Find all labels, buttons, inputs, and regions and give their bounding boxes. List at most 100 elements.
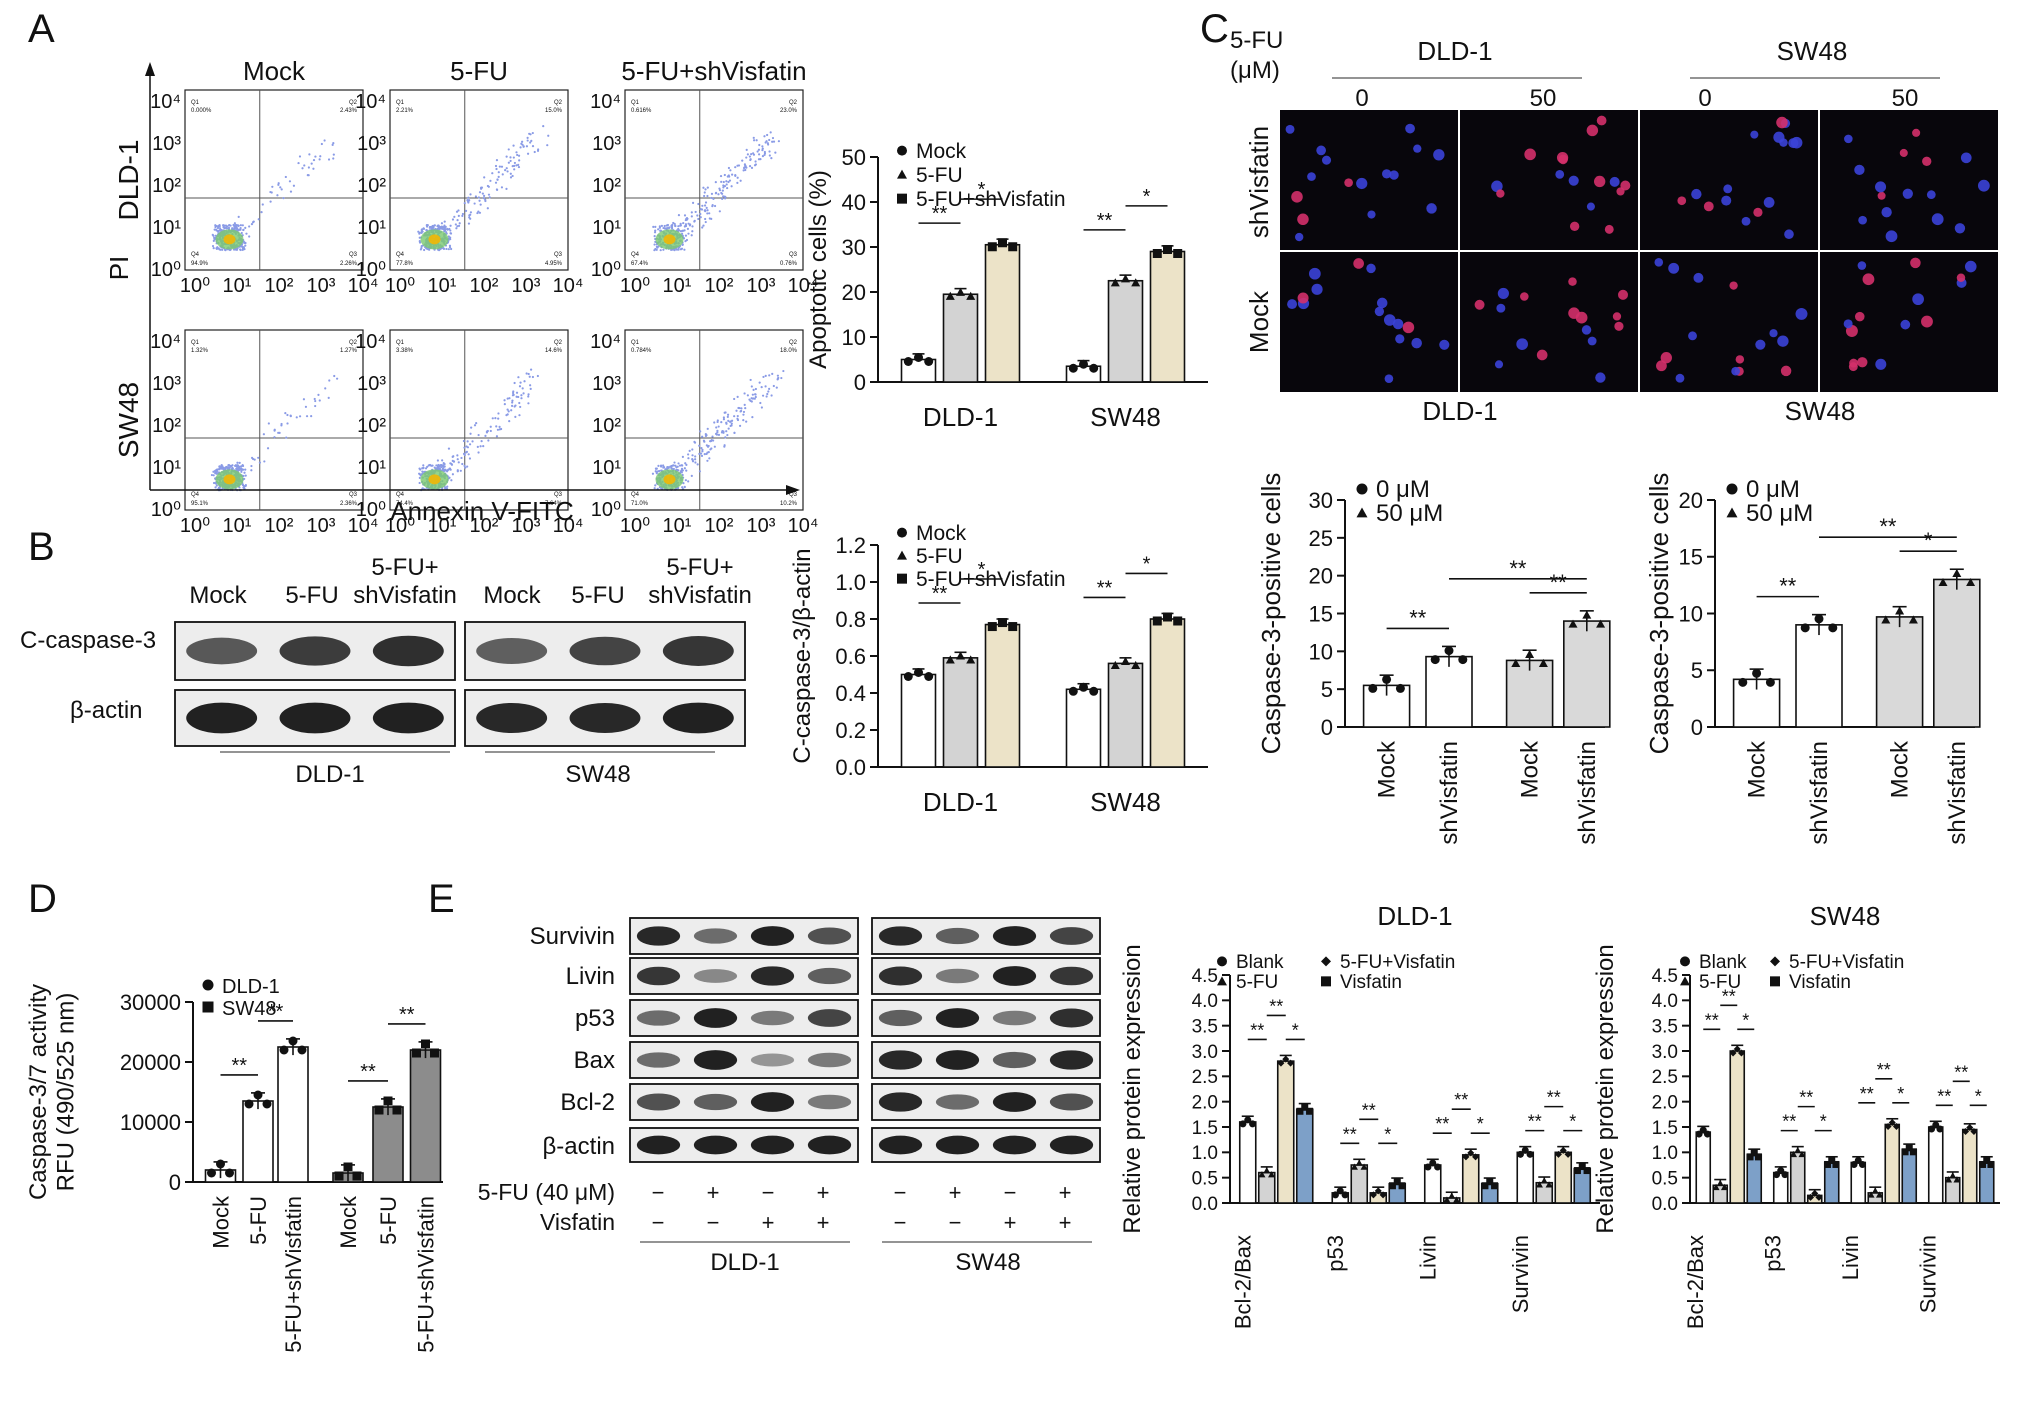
event-dot bbox=[670, 227, 674, 230]
significance-label: ** bbox=[932, 203, 948, 225]
event-dot bbox=[473, 202, 476, 205]
event-dot bbox=[460, 456, 463, 460]
event-dot bbox=[754, 395, 757, 399]
y-tick-label: 10¹ bbox=[152, 217, 181, 239]
quadrant-q3-value: 0.76% bbox=[780, 261, 798, 267]
image-background bbox=[1280, 252, 1458, 392]
event-dot bbox=[520, 397, 523, 400]
event-dot bbox=[684, 234, 688, 237]
data-point bbox=[1462, 1153, 1470, 1161]
blot-sw48-1 bbox=[871, 957, 1101, 995]
event-dot bbox=[479, 186, 483, 189]
event-dot bbox=[469, 217, 472, 220]
x-tick-label: 10⁰ bbox=[620, 275, 650, 297]
blot-sw48-4 bbox=[871, 1083, 1101, 1121]
y-tick-label: 10³ bbox=[357, 133, 386, 155]
event-dot bbox=[421, 487, 424, 490]
band bbox=[1049, 1050, 1094, 1070]
event-dot bbox=[331, 143, 334, 146]
event-dot bbox=[715, 426, 718, 429]
data-point bbox=[1794, 1146, 1802, 1154]
event-dot bbox=[475, 422, 478, 425]
bar-blank bbox=[1927, 1126, 1944, 1204]
event-dot bbox=[513, 168, 516, 171]
quadrant-q4-value: 94.9% bbox=[191, 261, 209, 267]
event-dot bbox=[242, 468, 245, 471]
nucleus bbox=[1902, 188, 1913, 199]
event-dot bbox=[446, 485, 449, 488]
legend-label: 5-FU bbox=[1699, 972, 1741, 993]
event-dot bbox=[466, 465, 469, 468]
event-dot bbox=[216, 226, 220, 230]
data-point bbox=[288, 1036, 298, 1046]
event-dot bbox=[436, 459, 439, 462]
data-point bbox=[1068, 363, 1078, 373]
band bbox=[750, 1092, 795, 1112]
event-dot bbox=[433, 224, 436, 227]
data-point bbox=[1491, 1182, 1499, 1190]
event-dot bbox=[466, 440, 469, 443]
event-dot bbox=[677, 469, 680, 472]
event-dot bbox=[513, 161, 517, 165]
event-dot bbox=[718, 210, 721, 213]
event-dot bbox=[227, 226, 231, 230]
event-dot bbox=[319, 155, 322, 158]
event-dot bbox=[719, 174, 723, 178]
event-dot bbox=[286, 422, 289, 425]
event-dot bbox=[521, 143, 524, 146]
legend-label: 0 μM bbox=[1376, 476, 1430, 503]
data-point bbox=[334, 1171, 344, 1181]
event-dot bbox=[509, 172, 512, 175]
event-dot bbox=[688, 449, 691, 452]
event-dot bbox=[764, 385, 767, 388]
event-dot bbox=[713, 421, 716, 424]
event-dot bbox=[751, 393, 754, 396]
data-point bbox=[1754, 1153, 1762, 1161]
event-dot bbox=[685, 217, 689, 220]
data-point bbox=[1379, 1191, 1387, 1199]
caspase-positive-cell bbox=[1956, 273, 1966, 283]
data-point bbox=[924, 357, 934, 366]
y-tick-label: 0 bbox=[854, 370, 866, 395]
caspase-positive-cell bbox=[1862, 273, 1875, 286]
event-dot bbox=[727, 427, 730, 430]
y-tick-label: 3.5 bbox=[1652, 1017, 1678, 1038]
quadrant-q3-id: Q3 bbox=[349, 252, 358, 258]
x-tick-label: 10¹ bbox=[428, 275, 457, 297]
event-dot bbox=[439, 463, 442, 467]
event-dot bbox=[700, 454, 704, 457]
significance-label: * bbox=[1820, 1112, 1827, 1132]
event-dot bbox=[777, 140, 780, 143]
event-dot bbox=[508, 420, 511, 423]
event-dot bbox=[684, 223, 688, 226]
event-dot bbox=[446, 227, 449, 230]
event-dot bbox=[768, 374, 771, 377]
event-dot bbox=[674, 224, 677, 228]
event-dot bbox=[320, 142, 323, 146]
data-point bbox=[1393, 1178, 1401, 1186]
event-dot bbox=[266, 447, 270, 450]
event-dot bbox=[244, 244, 247, 247]
significance-label: * bbox=[978, 179, 986, 201]
data-point bbox=[1341, 1191, 1349, 1199]
data-point bbox=[1983, 1156, 1991, 1164]
event-dot bbox=[670, 224, 673, 227]
nucleus bbox=[1581, 325, 1592, 335]
data-point bbox=[1545, 1181, 1553, 1188]
event-dot bbox=[663, 466, 666, 469]
event-dot bbox=[724, 436, 727, 439]
event-dot bbox=[701, 448, 704, 451]
data-point bbox=[1881, 615, 1891, 624]
data-point bbox=[1443, 1196, 1451, 1203]
nucleus bbox=[1496, 303, 1506, 313]
nucleus bbox=[1392, 318, 1404, 330]
bar-5-fu bbox=[1107, 279, 1144, 383]
data-point bbox=[1800, 623, 1810, 633]
caspase-positive-cell bbox=[1617, 289, 1629, 300]
legend-label: 5-FU bbox=[916, 164, 963, 187]
treatment-sign: + bbox=[762, 1210, 775, 1235]
band bbox=[807, 1135, 852, 1155]
flow-plot: Q1 2.21% Q2 15.0% Q4 77.8% Q3 4.95% 10⁴ 10³ 10² 10¹… bbox=[355, 56, 583, 297]
legend-label: SW48 bbox=[222, 998, 276, 1020]
event-dot bbox=[708, 212, 711, 215]
